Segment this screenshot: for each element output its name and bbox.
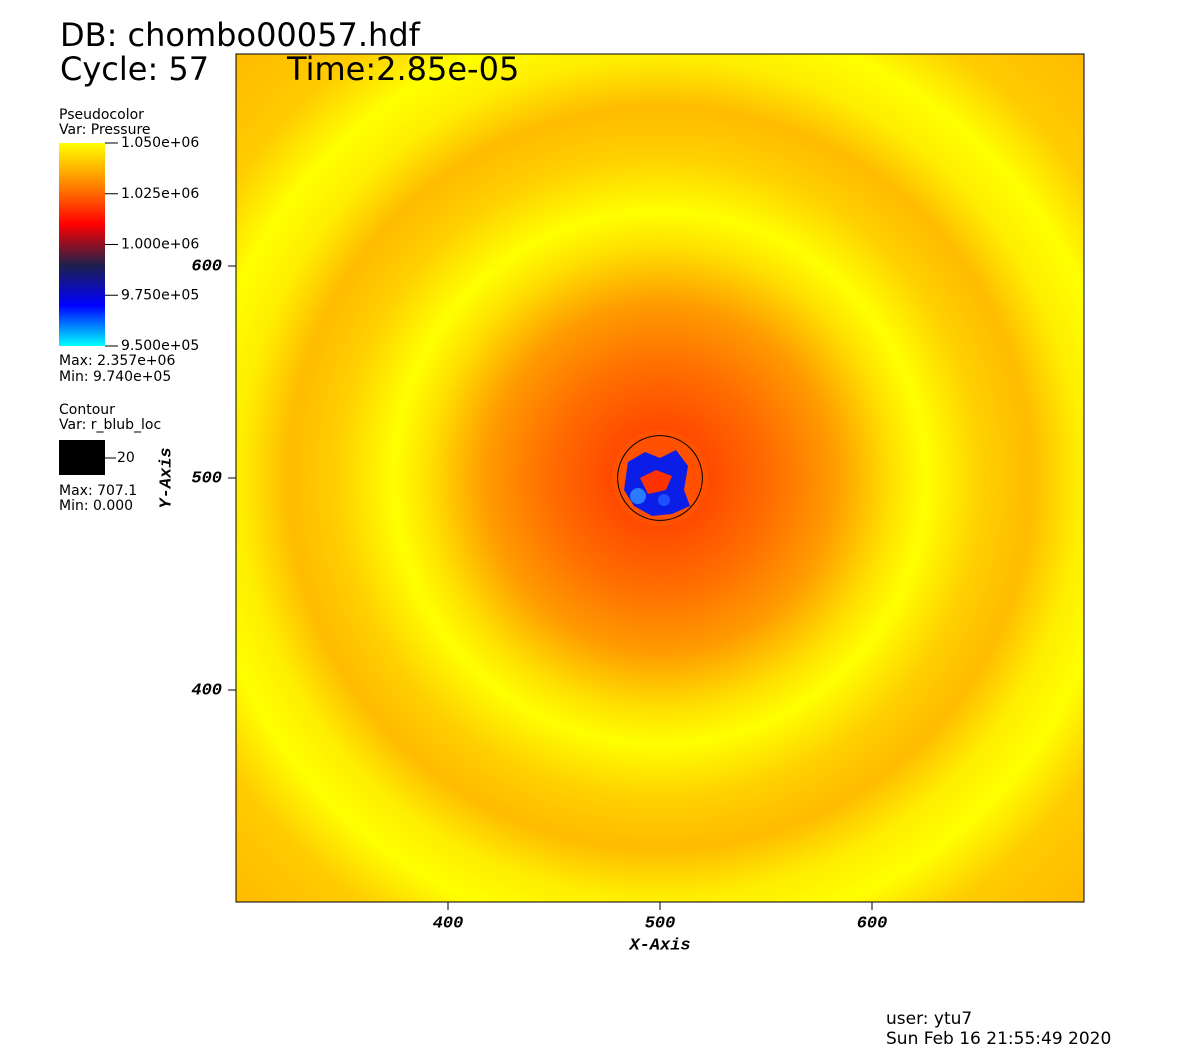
colorbar-tick-label: 9.750e+05 [121,287,199,303]
bubble-region [612,430,708,526]
contour-line [617,435,703,521]
x-tick-label: 500 [645,914,676,933]
colorbar-tick-label: 1.050e+06 [121,135,199,151]
cycle: Cycle: 57 [60,50,209,88]
colorbar-tick-label: 1.025e+06 [121,186,199,202]
x-axis-title: X-Axis [628,936,690,955]
legend-max: Max: 2.357e+06 [59,353,175,369]
time: Time:2.85e-05 [286,50,519,88]
y-tick-label: 600 [191,257,222,276]
legend-max: Max: 707.1 [59,483,137,499]
db-title: DB: chombo00057.hdf [60,16,421,54]
contour-swatch [59,440,105,475]
colorbar-tick-label: 1.000e+06 [121,237,199,253]
y-axis-title: Y-Axis [157,447,176,508]
legend-var: Var: Pressure [59,122,151,138]
x-tick-label: 400 [433,914,464,933]
date: Sun Feb 16 21:55:49 2020 [886,1029,1111,1049]
legend-min: Min: 0.000 [59,498,133,514]
x-tick-label: 600 [857,914,888,933]
legend-plot: Pseudocolor [59,107,144,123]
colorbar-tick-label: 9.500e+05 [121,338,199,354]
contour-level-label: 20 [117,450,135,466]
colorbar [59,143,105,346]
legend-min: Min: 9.740e+05 [59,369,171,385]
y-tick-label: 500 [191,469,222,488]
legend-plot: Contour [59,402,115,418]
y-tick-label: 400 [191,681,222,700]
user: user: ytu7 [886,1009,972,1029]
field [236,54,1084,902]
legend-var: Var: r_blub_loc [59,417,161,433]
